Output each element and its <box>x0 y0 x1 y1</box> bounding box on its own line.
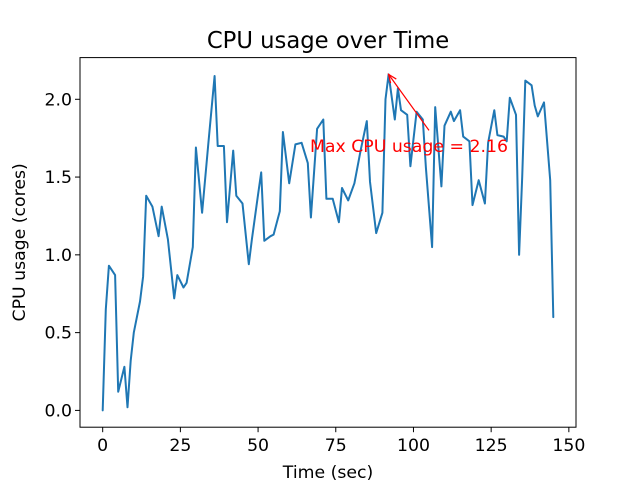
annotation-arrow-shaft <box>388 74 430 131</box>
x-tick-label: 75 <box>325 436 347 456</box>
x-tick-label: 150 <box>552 436 585 456</box>
max-cpu-annotation: Max CPU usage = 2.16 <box>310 137 508 157</box>
x-tick-label: 100 <box>397 436 430 456</box>
series-layer <box>101 73 555 412</box>
y-tick-label: 0.0 <box>45 401 72 421</box>
annotation-arrow-head <box>387 73 397 84</box>
x-tick-label: 50 <box>247 436 269 456</box>
y-tick-label: 1.5 <box>45 168 72 188</box>
y-tick-label: 2.0 <box>45 90 72 110</box>
x-tick-label: 0 <box>97 436 108 456</box>
axes-background <box>80 57 576 428</box>
y-tick-label: 0.5 <box>45 324 72 344</box>
y-axis-ticks: 0.0 0.5 1.0 1.5 2.0 <box>45 90 80 421</box>
annotation-layer: Max CPU usage = 2.16 <box>310 73 508 157</box>
y-tick-label: 1.0 <box>45 246 72 266</box>
chart-title: CPU usage over Time <box>207 28 449 54</box>
x-tick-label: 125 <box>475 436 508 456</box>
x-axis-label: Time (sec) <box>282 463 373 480</box>
plot-area: Max CPU usage = 2.16 <box>79 57 577 428</box>
x-axis-ticks: 0 25 50 75 100 125 150 <box>97 427 585 456</box>
x-tick-label: 25 <box>169 436 191 456</box>
cpu-usage-line <box>101 73 555 412</box>
axes-frame <box>79 57 577 428</box>
y-axis-label: CPU usage (cores) <box>10 163 30 321</box>
